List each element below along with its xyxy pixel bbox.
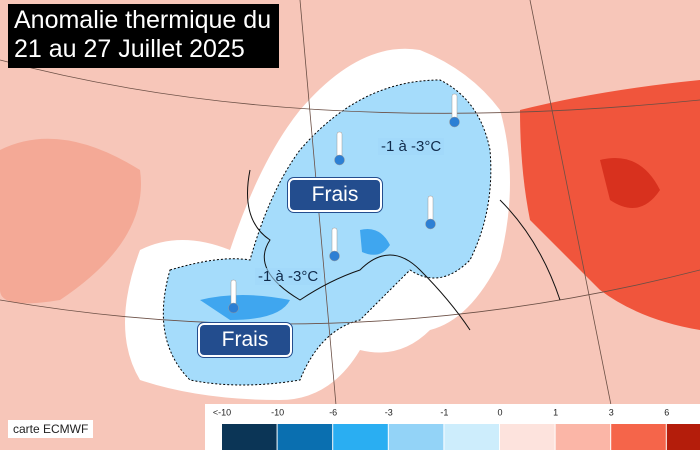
title: Anomalie thermique du 21 au 27 Juillet 2…: [8, 4, 280, 68]
legend-swatch: [500, 424, 555, 450]
warm-patch: [0, 138, 141, 304]
anomaly-range: -1 à -3°C: [255, 268, 322, 285]
very-hot-patch: [600, 158, 660, 208]
legend-swatch: [444, 424, 499, 450]
coastline: [247, 169, 561, 331]
title-line: 21 au 27 Juillet 2025: [14, 35, 245, 63]
legend-tick-label: -6: [329, 407, 337, 417]
region-label: Frais: [288, 178, 382, 212]
legend-tick-label: 3: [609, 407, 614, 417]
anomaly-range: -1 à -3°C: [378, 138, 445, 155]
thermometer-icons: [228, 93, 460, 314]
legend-tick-label: 6: [664, 407, 669, 417]
cooler-patch: [200, 229, 390, 320]
legend-swatch: [277, 424, 333, 450]
legend-swatch: [555, 424, 611, 450]
legend-tick-label: -3: [385, 407, 393, 417]
legend-swatch: [333, 424, 388, 450]
legend-tick-label: 0: [497, 407, 502, 417]
legend-tick-label: -10: [271, 407, 284, 417]
legend-tick-label: -1: [440, 407, 448, 417]
region-label: Frais: [198, 323, 292, 357]
credit: carte ECMWF: [8, 420, 94, 438]
legend-tick-label: <-10: [213, 407, 231, 417]
legend-swatch: [388, 424, 444, 450]
legend-swatch: [666, 424, 700, 450]
hot-region: [520, 80, 700, 330]
legend-tick-label: 1: [553, 407, 558, 417]
legend-swatch: [611, 424, 666, 450]
legend-swatch: [222, 424, 277, 450]
title-line: Anomalie thermique du: [14, 6, 272, 34]
